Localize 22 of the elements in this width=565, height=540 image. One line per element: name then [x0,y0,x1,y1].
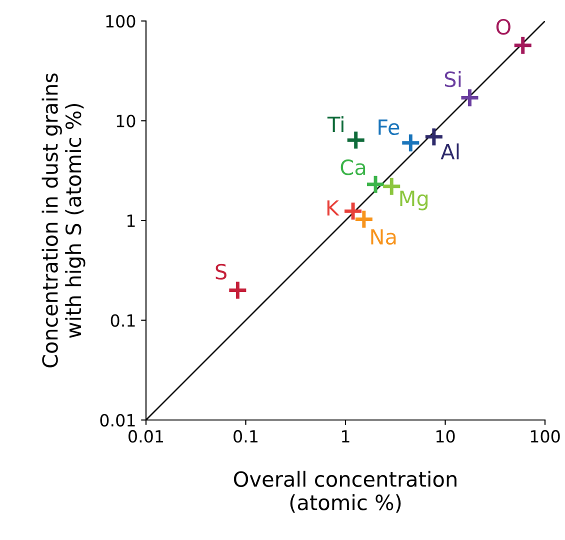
series-label: O [496,18,510,35]
y-tick-label: 0.1 [110,314,135,327]
series-label: Mg [400,190,428,210]
series-label: S [216,264,226,280]
x-tick-label: 0.01 [128,430,164,443]
x-tick-label: 0.1 [234,430,258,443]
x-tick-label: 100 [530,430,560,443]
x-tick-label: 1 [342,430,350,442]
series-label: Ca [340,159,366,176]
series-label: Al [440,143,459,160]
series-label: Fe [378,120,400,136]
series-label: Ti [327,116,344,132]
series-label: K [327,200,340,216]
y-axis-title: Concentration in dust grains with high S (atomic %) [42,73,86,368]
y-tick-label: 10 [116,114,136,128]
series-label: Na [371,229,396,245]
y-tick-label: 100 [106,14,136,28]
y-tick-label: 0.01 [100,414,135,427]
y-tick-label: 1 [128,214,135,227]
x-axis-title: Overall concentration (atomic %) [234,470,456,513]
series-label: Si [444,71,461,88]
x-tick-label: 10 [436,430,455,443]
